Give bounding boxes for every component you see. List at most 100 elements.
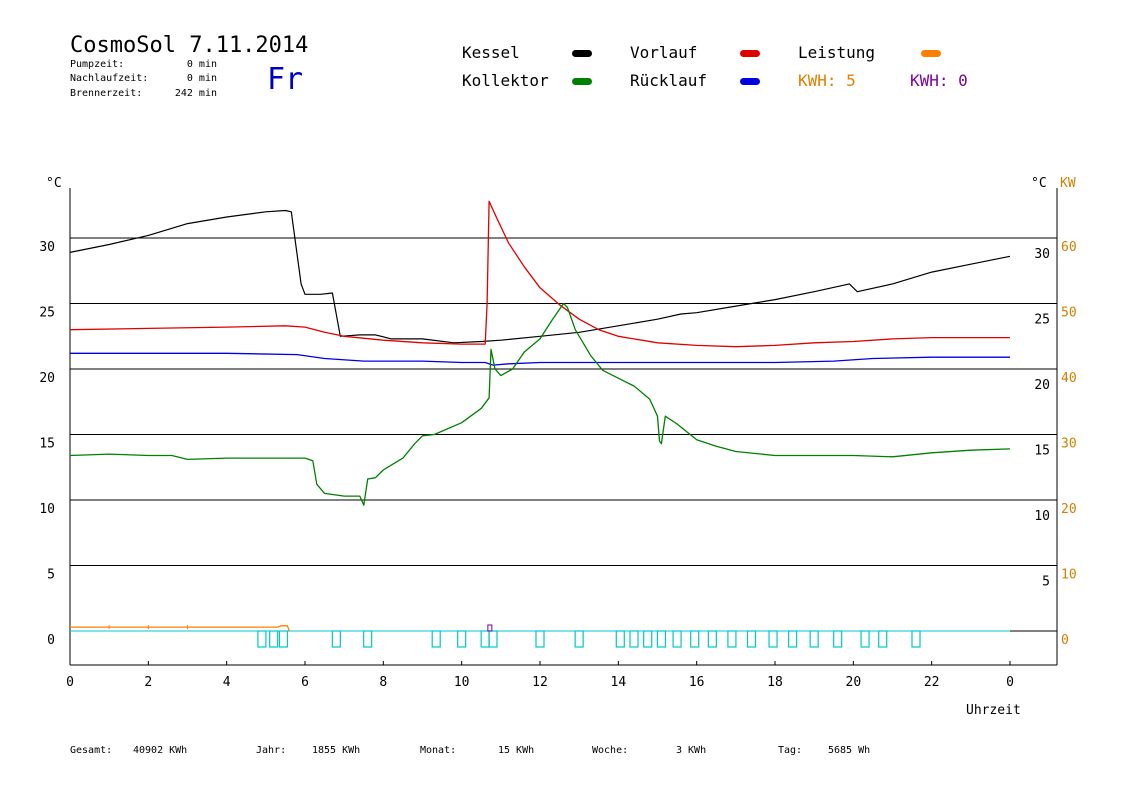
x-tick-label: 22 (924, 675, 940, 690)
pump-event (331, 630, 341, 648)
y-axis-label-left: °C (46, 176, 62, 191)
y-tick-label-left: 30 (39, 240, 55, 255)
y-tick-label-right: 30 (1034, 247, 1050, 262)
x-tick-label: 4 (223, 675, 231, 690)
legend-label-leistung: Leistung (798, 43, 875, 62)
page-title: CosmoSol 7.11.2014 (70, 33, 308, 58)
stat-value: 0 min (187, 73, 217, 84)
footer-label: Woche: (592, 745, 628, 756)
series-line-vorlauf (69, 200, 1010, 348)
footer-value: 3 KWh (676, 745, 706, 756)
y-tick-label-left: 20 (39, 371, 55, 386)
y-tick-label-right: 10 (1034, 509, 1050, 524)
pump-event (615, 630, 625, 648)
series-lines (69, 200, 1011, 632)
y-tick-label-kw: 10 (1061, 568, 1077, 583)
pump-event (788, 630, 798, 648)
x-axis-label: Uhrzeit (966, 703, 1021, 718)
legend-label-kessel: Kessel (462, 43, 520, 62)
pump-event (768, 630, 778, 648)
y-tick-label-kw: 60 (1061, 240, 1077, 255)
day-label: Fr (267, 62, 303, 97)
pump-event (833, 630, 843, 648)
pump-event (488, 630, 498, 648)
x-tick-label: 12 (532, 675, 548, 690)
pump-event (431, 630, 441, 648)
pump-event (535, 630, 545, 648)
x-tick-label: 18 (767, 675, 783, 690)
kwh-purple: KWH: 0 (910, 71, 968, 90)
y-tick-label-kw: 40 (1061, 371, 1077, 386)
legend-swatch-kessel (572, 50, 592, 57)
grid (70, 237, 1057, 632)
pump-event (672, 630, 682, 648)
y-tick-label-kw: 30 (1061, 437, 1077, 452)
stats-block: Pumpzeit: 0 min Nachlaufzeit: 0 min Bren… (70, 59, 217, 99)
pump-event (257, 630, 267, 648)
legend-label-ruecklauf: Rücklauf (630, 71, 707, 90)
y-tick-label-left: 10 (39, 502, 55, 517)
legend-swatch-leistung (921, 50, 941, 57)
pump-event (363, 630, 373, 648)
footer-label: Jahr: (256, 745, 286, 756)
legend-swatch-kollektor (572, 78, 592, 85)
footer-value: 40902 KWh (133, 745, 187, 756)
stat-label: Brennerzeit: (70, 88, 142, 99)
pump-event (278, 630, 289, 648)
x-tick-label: 2 (144, 675, 152, 690)
series-line-rcklauf (70, 352, 1010, 366)
footer-label: Tag: (778, 745, 802, 756)
kwh-orange: KWH: 5 (798, 71, 856, 90)
stat-value: 242 min (175, 88, 217, 99)
footer-value: 1855 KWh (312, 745, 360, 756)
y-tick-label-right: 25 (1034, 313, 1050, 328)
pump-event (707, 630, 717, 648)
pump-event (690, 630, 700, 648)
footer-totals: Gesamt: 40902 KWh Jahr: 1855 KWh Monat: … (70, 745, 870, 756)
pump-event (574, 630, 584, 648)
series-line-leistung (70, 625, 290, 632)
pump-event (809, 630, 819, 648)
pump-event (860, 630, 870, 648)
pump-event (629, 630, 639, 648)
y-tick-label-kw: 0 (1061, 633, 1069, 648)
x-tick-label: 6 (301, 675, 309, 690)
x-tick-label: 0 (1006, 675, 1014, 690)
pump-events (70, 624, 1010, 648)
series-line-kollektor (69, 302, 1011, 506)
x-tick-label: 8 (379, 675, 387, 690)
pump-event (911, 630, 921, 648)
y-axis-label-right: °C (1031, 176, 1047, 191)
legend-swatch-vorlauf (740, 50, 760, 57)
pump-event (746, 630, 757, 648)
legend-swatch-ruecklauf (740, 78, 760, 85)
stat-label: Pumpzeit: (70, 59, 124, 70)
y-tick-label-kw: 20 (1061, 502, 1077, 517)
x-tick-label: 0 (66, 675, 74, 690)
y-tick-label-right: 15 (1034, 444, 1050, 459)
pump-event (457, 630, 467, 648)
purple-marker (487, 624, 493, 632)
y-tick-label-left: 0 (47, 633, 55, 648)
footer-label: Monat: (420, 745, 456, 756)
legend: Kessel Vorlauf Leistung Kollektor Rückla… (462, 43, 968, 90)
y-tick-label-left: 5 (47, 568, 55, 583)
pump-event (643, 630, 653, 648)
y-tick-label-kw: 50 (1061, 306, 1077, 321)
x-tick-label: 14 (611, 675, 627, 690)
x-tick-label: 10 (454, 675, 470, 690)
pump-event (480, 630, 490, 648)
pump-event (727, 630, 737, 648)
y-tick-label-right: 5 (1042, 575, 1050, 590)
y-tick-label-right: 20 (1034, 378, 1050, 393)
x-tick-label: 20 (846, 675, 862, 690)
stat-label: Nachlaufzeit: (70, 73, 148, 84)
legend-label-kollektor: Kollektor (462, 71, 549, 90)
series-line-kessel (69, 209, 1011, 344)
footer-value: 15 KWh (498, 745, 534, 756)
pump-event (878, 630, 888, 648)
x-tick-label: 16 (689, 675, 705, 690)
legend-label-vorlauf: Vorlauf (630, 43, 697, 62)
stat-value: 0 min (187, 59, 217, 70)
